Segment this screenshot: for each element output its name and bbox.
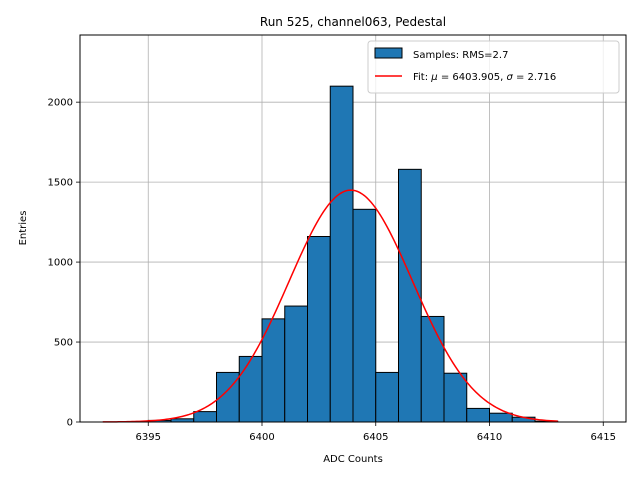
y-tick-label: 500	[54, 338, 73, 349]
x-tick-label: 6395	[136, 432, 161, 443]
plot-frame	[79, 34, 627, 423]
legend-fit-sigma-value: = 2.716	[513, 72, 556, 83]
histogram-bar	[307, 235, 331, 423]
histogram-bar	[375, 371, 399, 423]
histogram-bar	[420, 315, 445, 423]
legend-histogram-label: Samples: RMS=2.7	[413, 50, 508, 61]
histogram-bar	[193, 411, 217, 423]
histogram-bar	[466, 407, 490, 423]
y-tick-label: 2000	[48, 98, 73, 109]
legend-fit-label: Fit: μ = 6403.905, σ = 2.716	[413, 72, 556, 83]
legend-histogram-swatch	[374, 47, 403, 59]
histogram-bar	[284, 305, 308, 423]
legend-fit-mu-value: = 6403.905,	[438, 72, 507, 83]
y-tick-label: 1000	[48, 258, 73, 269]
chart-title: Run 525, channel063, Pedestal	[260, 15, 446, 29]
x-axis-label: ADC Counts	[323, 454, 383, 465]
legend-box	[367, 40, 620, 94]
x-tick-label: 6405	[363, 432, 388, 443]
gaussian-fit-curve	[102, 189, 558, 423]
legend-fit-mu-symbol: μ	[430, 72, 437, 83]
legend: Samples: RMS=2.7 Fit: μ = 6403.905, σ = …	[367, 40, 620, 94]
y-axis-ticks: 0 500 1000 1500 2000	[48, 98, 80, 429]
x-axis-ticks: 6395 6400 6405 6410 6415	[136, 422, 616, 443]
x-tick-label: 6410	[477, 432, 502, 443]
x-tick-label: 6400	[249, 432, 274, 443]
y-axis-label: Entries	[18, 211, 29, 246]
legend-fit-prefix: Fit:	[413, 72, 431, 83]
x-tick-label: 6415	[591, 432, 616, 443]
legend-fit-sigma-symbol: σ	[506, 72, 513, 83]
histogram-bar	[329, 85, 354, 423]
histogram-bar	[443, 372, 468, 423]
histogram-bar	[398, 168, 422, 423]
y-tick-label: 1500	[48, 178, 73, 189]
y-tick-label: 0	[67, 418, 73, 429]
histogram-bar	[238, 355, 263, 423]
histogram-bar	[489, 412, 513, 423]
histogram-bar	[352, 208, 377, 423]
